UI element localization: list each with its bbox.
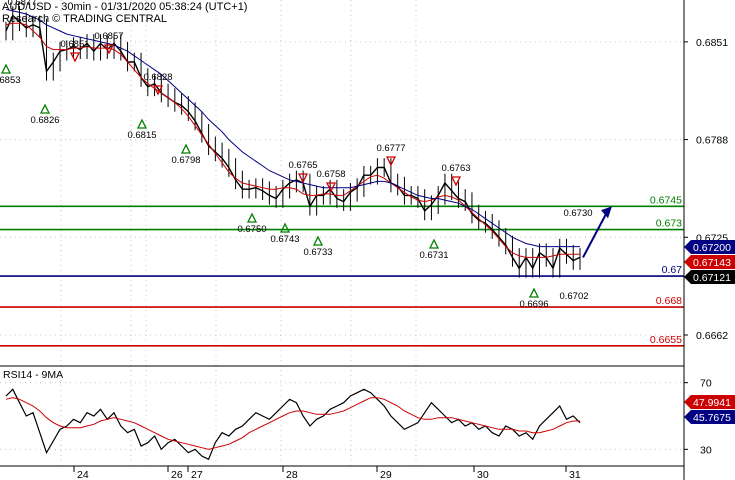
pivot-label: 0.6696 <box>519 299 548 310</box>
oscillator-title: RSI14 - 9MA <box>3 369 63 381</box>
pivot-label: 0.6731 <box>419 250 448 261</box>
pivot-label: 0.6702 <box>559 291 588 302</box>
pivot-label: 0.6750 <box>237 224 266 235</box>
chart-title: AUD/USD - 30min - 01/31/2020 05:38:24 (U… <box>2 1 248 13</box>
time-tick-label: 29 <box>380 469 392 480</box>
pivot-high-marker <box>297 173 309 184</box>
price-tag <box>684 270 735 284</box>
level-label: 0.668 <box>656 295 682 307</box>
pivot-label: 0.6798 <box>171 155 200 166</box>
pivot-high-marker <box>103 44 115 55</box>
time-tick-label: 24 <box>77 469 89 480</box>
oscillator-grid: RSI14 - 9MA <box>0 369 684 450</box>
support-resistance-levels: 0.6745 0.673 0.67 0.668 0.6655 <box>0 194 684 347</box>
osc-value-tag <box>684 395 735 409</box>
pivot-low-marker <box>0 63 12 74</box>
osc-tick-label: 70 <box>700 378 712 390</box>
time-tick-label: 28 <box>286 469 298 480</box>
price-tag-label: 0.67143 <box>693 257 731 269</box>
pivot-low-marker <box>428 238 440 249</box>
pivot-high-marker <box>325 182 337 193</box>
pivot-high-marker <box>152 85 164 96</box>
pivot-label: 0.6743 <box>270 234 299 245</box>
price-series <box>5 6 612 278</box>
pivot-label: 0.6828 <box>143 72 172 83</box>
pivot-label: 0.6765 <box>288 160 317 171</box>
time-tick-label: 27 <box>191 469 203 480</box>
projection-arrow-shaft <box>582 209 609 258</box>
osc-value-tag <box>684 410 735 424</box>
pivot-label: 0.6777 <box>376 143 405 154</box>
pivot-low-marker <box>312 235 324 246</box>
price-tick-label: 0.6662 <box>696 330 728 342</box>
time-axis: 24 26 27 28 29 30 31 <box>73 466 581 480</box>
price-tick-label: 0.6788 <box>696 135 728 147</box>
pivot-low-marker <box>246 212 258 223</box>
price-tag-label: 0.67200 <box>693 242 731 254</box>
pivot-label: 0.6730 <box>563 208 592 219</box>
pivot-low-marker <box>528 287 540 298</box>
price-grid <box>0 0 684 466</box>
pivot-low-marker <box>39 103 51 114</box>
price-tick-label: 0.6851 <box>696 37 728 49</box>
osc-value-tag-label: 47.9941 <box>693 397 731 409</box>
pivot-label: 0.6758 <box>316 169 345 180</box>
pivot-label: 0.6815 <box>127 130 156 141</box>
level-label: 0.6655 <box>650 334 682 346</box>
price-close-line <box>5 14 581 270</box>
pivot-high-marker <box>69 52 81 63</box>
pivot-low-marker <box>180 143 192 154</box>
pivot-label: 0.6733 <box>303 247 332 258</box>
pivot-label: 0.6826 <box>30 115 59 126</box>
price-tag <box>684 240 735 254</box>
oscillator-series <box>5 388 581 461</box>
price-tag <box>684 255 735 269</box>
pivot-label: 0.6857 <box>94 31 123 42</box>
pivot-low-marker <box>279 222 291 233</box>
projection-arrow-head <box>601 206 612 219</box>
pivot-high-marker <box>385 156 397 167</box>
osc-value-tag-label: 45.7675 <box>693 412 731 424</box>
pivot-label: 0.6877 <box>7 0 36 8</box>
rsi-line <box>5 388 581 461</box>
rsi-ma-line <box>5 397 580 450</box>
chart-source: Research © TRADING CENTRAL <box>2 13 167 25</box>
level-label: 0.6745 <box>650 194 682 206</box>
time-tick-label: 31 <box>569 469 581 480</box>
pivot-high-marker <box>450 176 462 187</box>
pivot-markers: 0.6877 0.6853 0.6826 0.6851 0.6857 0.6828 0.68… <box>0 0 593 310</box>
pivot-label: 0.6763 <box>441 163 470 174</box>
pivot-label: 0.6851 <box>60 39 89 50</box>
level-label: 0.673 <box>656 218 682 230</box>
level-label: 0.67 <box>662 264 683 276</box>
time-tick-label: 26 <box>171 469 183 480</box>
price-tag-label: 0.67121 <box>693 272 731 284</box>
moving-average-fast <box>5 22 580 258</box>
time-tick-label: 30 <box>477 469 489 480</box>
osc-tick-label: 30 <box>700 444 712 456</box>
pivot-low-marker <box>136 118 148 129</box>
moving-average-slow <box>5 8 580 248</box>
pivot-label: 0.6853 <box>0 75 21 86</box>
oscillator-axis: 70 30 47.9941 45.7675 <box>684 378 735 456</box>
chart-frame <box>0 0 685 480</box>
